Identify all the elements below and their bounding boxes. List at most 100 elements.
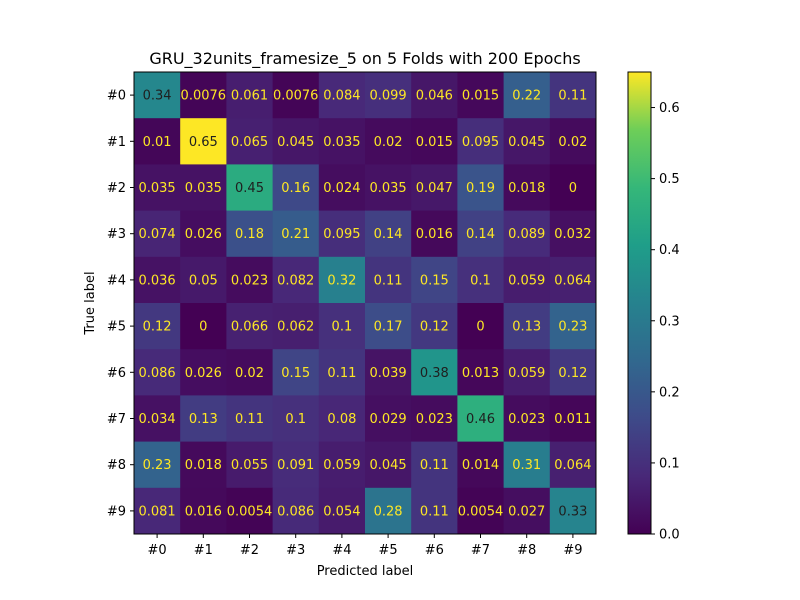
cell-value-label: 0.15 — [281, 366, 310, 381]
cell-value-label: 0.045 — [277, 135, 314, 150]
cell-value-label: 0.11 — [374, 273, 403, 288]
cell-value-label: 0.062 — [277, 320, 314, 335]
heatmap-cell — [549, 164, 597, 212]
heatmap-cell — [180, 441, 227, 489]
heatmap-cell — [226, 164, 274, 212]
heatmap-cell — [226, 72, 274, 119]
x-tick-label: #3 — [286, 543, 305, 558]
cell-value-label: 0.46 — [466, 412, 495, 427]
heatmap-cell — [272, 395, 320, 443]
heatmap-cell — [457, 349, 505, 396]
heatmap-cell — [411, 72, 458, 119]
heatmap-cell — [272, 164, 320, 212]
cell-value-label: 0.084 — [323, 89, 360, 104]
heatmap-cell — [549, 441, 597, 489]
cell-value-label: 0.066 — [231, 320, 268, 335]
cell-value-label: 0.23 — [558, 320, 587, 335]
heatmap-cell — [503, 256, 551, 304]
cell-value-label: 0.19 — [466, 181, 495, 196]
heatmap-cell — [411, 210, 458, 258]
cell-value-label: 0.091 — [277, 458, 314, 473]
x-tick-label: #9 — [563, 543, 582, 558]
heatmap-cell — [134, 256, 181, 304]
heatmap-cell — [226, 441, 274, 489]
heatmap-cell — [411, 349, 458, 396]
cell-value-label: 0.065 — [231, 135, 268, 150]
heatmap-cell — [457, 210, 505, 258]
cell-value-label: 0.0054 — [227, 504, 273, 519]
heatmap-cell — [411, 118, 458, 165]
cell-value-label: 0.035 — [185, 181, 222, 196]
y-tick-label: #2 — [107, 181, 126, 196]
x-axis-label: Predicted label — [317, 564, 414, 579]
cell-value-label: 0.059 — [508, 273, 545, 288]
cell-value-label: 0.023 — [416, 412, 453, 427]
cell-value-label: 0.061 — [231, 89, 268, 104]
x-tick-label: #6 — [425, 543, 444, 558]
y-tick-label: #5 — [107, 320, 126, 335]
cell-value-label: 0.082 — [277, 273, 314, 288]
heatmap-cell — [318, 395, 366, 443]
y-tick-label: #7 — [107, 412, 126, 427]
cell-value-label: 0.047 — [416, 181, 453, 196]
heatmap-cell — [180, 210, 227, 258]
y-tick-label: #3 — [107, 227, 126, 242]
cell-value-label: 0.016 — [185, 504, 222, 519]
heatmap-cell — [134, 441, 181, 489]
cell-value-label: 0.089 — [508, 227, 545, 242]
cell-value-label: 0.1 — [332, 320, 353, 335]
heatmap-cell — [180, 118, 227, 165]
cell-value-label: 0.38 — [420, 366, 449, 381]
heatmap-cell — [180, 487, 227, 535]
cell-value-label: 0.045 — [508, 135, 545, 150]
y-axis-label: True label — [83, 271, 98, 335]
colorbar-tick-label: 0.1 — [659, 456, 680, 471]
cell-value-label: 0.015 — [462, 89, 499, 104]
heatmap-cell — [318, 118, 366, 165]
chart-title: GRU_32units_framesize_5 on 5 Folds with … — [149, 49, 580, 69]
heatmap-cell — [226, 210, 274, 258]
heatmap-cell — [180, 256, 227, 304]
heatmap-cell — [503, 164, 551, 212]
y-tick-label: #1 — [107, 135, 126, 150]
cell-value-label: 0.095 — [323, 227, 360, 242]
heatmap-cell — [180, 164, 227, 212]
colorbar-tick-label: 0.5 — [659, 172, 680, 187]
cell-value-label: 0.33 — [558, 504, 587, 519]
x-tick-label: #7 — [471, 543, 490, 558]
heatmap-cell — [457, 72, 505, 119]
cell-value-label: 0.018 — [185, 458, 222, 473]
cell-value-label: 0.026 — [185, 227, 222, 242]
heatmap-cell — [503, 303, 551, 350]
cell-value-label: 0.1 — [285, 412, 306, 427]
cell-value-label: 0.064 — [554, 273, 591, 288]
cell-value-label: 0.05 — [189, 273, 218, 288]
heatmap-cell — [180, 395, 227, 443]
heatmap-cell — [180, 303, 227, 350]
y-tick-label: #6 — [107, 366, 126, 381]
cell-value-label: 0.029 — [369, 412, 406, 427]
cell-value-label: 0.026 — [185, 366, 222, 381]
cell-value-label: 0 — [569, 181, 577, 196]
cell-value-label: 0 — [476, 320, 484, 335]
heatmap-cell — [457, 118, 505, 165]
cell-value-label: 0.12 — [420, 320, 449, 335]
heatmap-cell — [365, 118, 412, 165]
cell-value-label: 0.23 — [143, 458, 172, 473]
cell-value-label: 0.0054 — [458, 504, 504, 519]
heatmap-cell — [318, 303, 366, 350]
heatmap-cell — [503, 487, 551, 535]
cell-value-label: 0.023 — [231, 273, 268, 288]
colorbar-ticks: 0.0 0.1 0.2 0.3 0.4 0.5 0.6 — [651, 101, 680, 543]
heatmap-cell — [365, 164, 412, 212]
cell-value-label: 0.21 — [281, 227, 310, 242]
cell-value-label: 0.095 — [462, 135, 499, 150]
cell-value-label: 0 — [199, 320, 207, 335]
heatmap-cell — [318, 256, 366, 304]
heatmap-cell — [318, 210, 366, 258]
cell-value-label: 0.12 — [143, 320, 172, 335]
cell-value-label: 0.18 — [235, 227, 264, 242]
cell-value-label: 0.045 — [369, 458, 406, 473]
heatmap-cell — [411, 395, 458, 443]
